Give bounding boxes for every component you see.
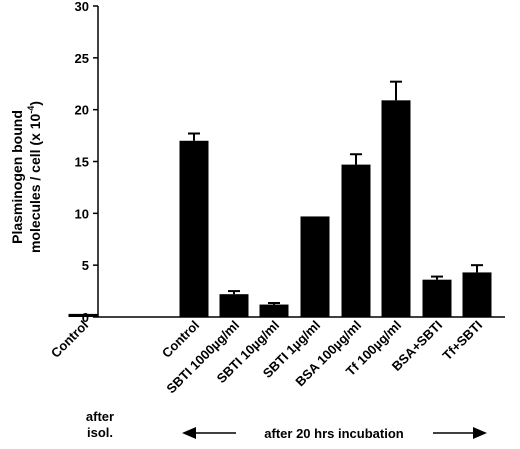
arrow-left-head	[182, 427, 196, 439]
y-axis-title-close: )	[27, 101, 43, 106]
bars	[68, 80, 492, 317]
bar	[422, 279, 452, 317]
arrow-right-head	[473, 427, 487, 439]
y-axis-title-main: molecules / cell (x 10	[27, 113, 43, 253]
x-tick-label: Tf+SBTI	[440, 318, 486, 364]
after-isol-label-line2: isol.	[87, 425, 113, 440]
bar	[68, 313, 98, 317]
y-tick-label: 10	[75, 206, 89, 221]
y-tick-label: 0	[82, 310, 89, 325]
bar	[381, 100, 411, 317]
y-axis-title: Plasminogen bound molecules / cell (x 10…	[9, 101, 43, 253]
y-axis-title-line2: molecules / cell (x 10-4)	[26, 101, 43, 253]
bar	[462, 272, 492, 317]
bar	[341, 164, 371, 317]
bar	[259, 304, 289, 317]
y-axis-title-exponent: -4	[26, 106, 36, 114]
bar	[300, 216, 330, 317]
incubation-arrow	[182, 427, 487, 439]
x-tick-label: SBTI 1000µg/ml	[163, 318, 242, 397]
y-tick-label: 15	[75, 155, 89, 170]
bar	[219, 294, 249, 317]
y-tick-label: 20	[75, 103, 89, 118]
bar	[179, 140, 209, 317]
y-tick-label: 5	[82, 258, 89, 273]
y-axis-title-line1: Plasminogen bound	[9, 110, 25, 244]
y-ticks: 0 5 10 15 20 25 30	[75, 0, 98, 325]
incubation-label: after 20 hrs incubation	[264, 426, 403, 441]
y-tick-label: 25	[75, 51, 89, 66]
y-tick-label: 30	[75, 0, 89, 14]
after-isol-label-line1: after	[86, 409, 114, 424]
x-tick-label: Control	[48, 318, 91, 361]
